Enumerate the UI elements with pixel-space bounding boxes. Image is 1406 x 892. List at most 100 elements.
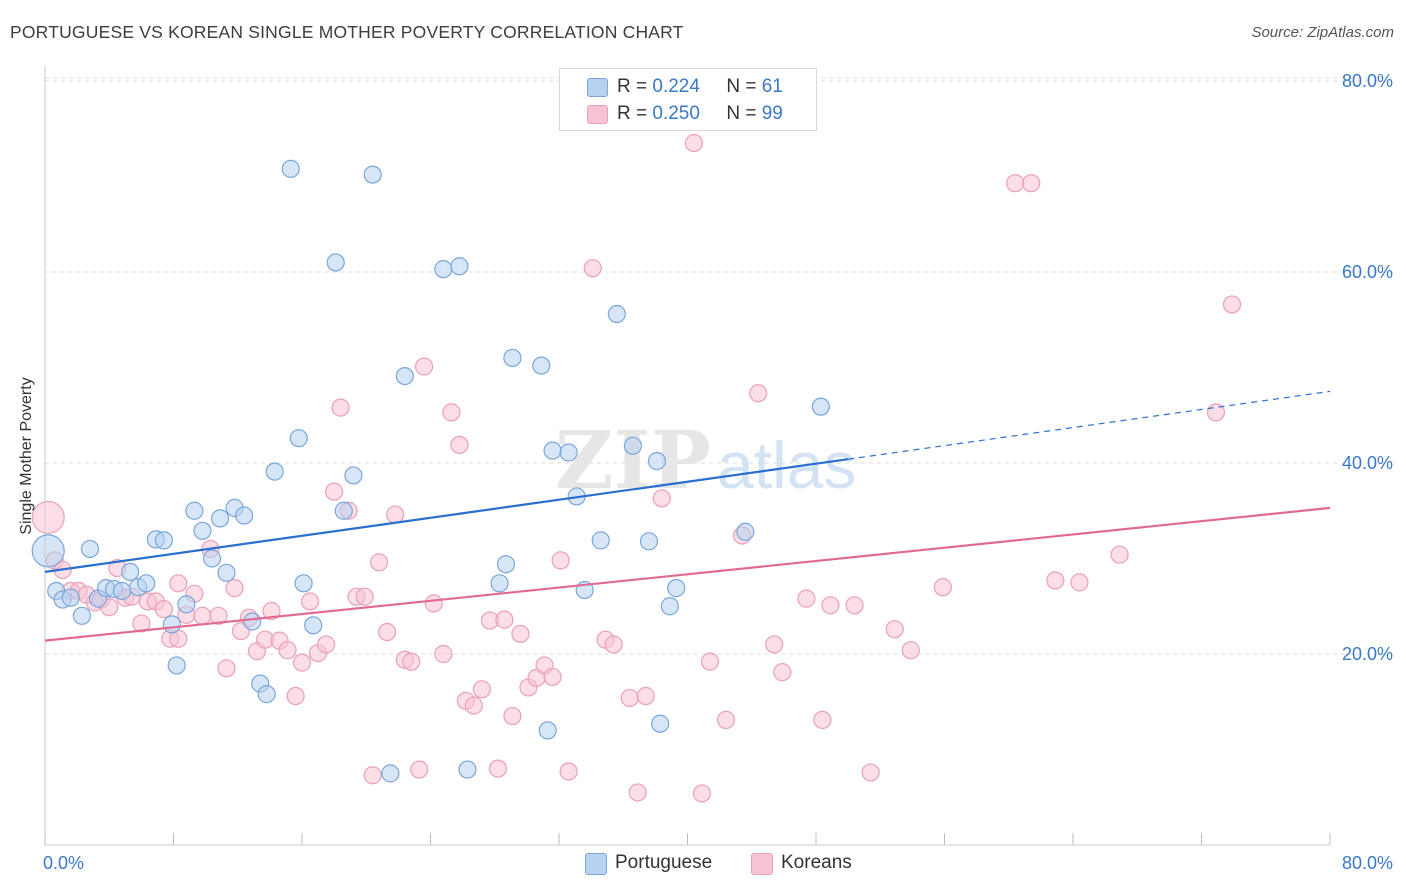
data-point xyxy=(639,532,659,551)
data-point xyxy=(193,606,212,625)
data-point xyxy=(304,616,323,635)
x-tick-label: 0.0% xyxy=(43,853,84,873)
trend-lines xyxy=(44,390,1331,642)
data-point xyxy=(434,644,453,664)
correlation-legend: R = 0.224 N = 61 R = 0.250 N = 99 xyxy=(559,68,817,131)
data-point xyxy=(700,652,720,671)
data-point xyxy=(167,656,186,675)
data-point xyxy=(538,721,557,740)
bottom-legend-label-koreans: Koreans xyxy=(781,852,852,873)
legend-text-portuguese: R = 0.224 N = 61 xyxy=(617,76,783,98)
data-point xyxy=(325,482,344,501)
bottom-legend-label-portuguese: Portuguese xyxy=(615,852,713,873)
x-tick-label: 80.0% xyxy=(1342,853,1393,873)
data-point xyxy=(185,501,204,520)
data-point xyxy=(193,521,212,540)
data-point xyxy=(378,622,397,642)
data-point xyxy=(797,589,816,608)
portuguese-points xyxy=(31,159,830,783)
data-point xyxy=(450,257,469,276)
data-point xyxy=(773,663,792,682)
data-point xyxy=(861,763,880,782)
data-point xyxy=(543,667,562,687)
data-point xyxy=(749,384,768,403)
data-point xyxy=(202,549,222,568)
legend-r-value: 0.250 xyxy=(652,103,700,124)
data-point xyxy=(1222,295,1242,314)
data-point xyxy=(217,659,236,678)
data-point xyxy=(511,624,530,644)
data-point xyxy=(235,506,254,525)
data-point xyxy=(177,595,196,614)
data-point xyxy=(660,597,679,616)
data-point xyxy=(243,612,262,631)
bottom-legend-swatch-koreans xyxy=(751,853,773,875)
data-point xyxy=(326,253,345,272)
data-point xyxy=(495,610,514,629)
data-point xyxy=(286,686,305,706)
legend-r-label: R = xyxy=(617,103,648,124)
data-point xyxy=(607,304,626,324)
watermark-atlas: atlas xyxy=(717,428,856,502)
legend-swatch-portuguese xyxy=(587,78,608,97)
legend-n-value: 99 xyxy=(761,103,783,124)
tick-labels: 20.0% 40.0% 60.0% 80.0% 0.0% 80.0% xyxy=(43,71,1393,873)
data-point xyxy=(289,429,308,448)
data-point xyxy=(543,441,562,460)
data-point xyxy=(363,165,382,184)
data-point xyxy=(31,500,65,535)
data-point xyxy=(620,688,639,708)
data-point xyxy=(370,553,389,572)
data-point xyxy=(262,601,281,621)
data-point xyxy=(210,509,230,528)
data-point xyxy=(72,606,92,625)
data-point xyxy=(765,635,784,654)
data-point xyxy=(154,531,173,550)
data-point xyxy=(488,759,508,778)
data-point xyxy=(355,587,374,606)
data-point xyxy=(716,710,736,729)
data-point xyxy=(628,783,647,802)
data-point xyxy=(472,680,491,699)
data-point xyxy=(61,588,80,607)
data-point xyxy=(811,397,830,416)
data-point xyxy=(1070,573,1089,592)
data-point xyxy=(265,462,284,481)
y-tick-label: 20.0% xyxy=(1342,644,1393,664)
bottom-legend-swatch-portuguese xyxy=(585,853,607,875)
data-point xyxy=(651,714,670,733)
legend-r-value: 0.224 xyxy=(652,76,700,97)
data-point xyxy=(112,581,132,601)
data-point xyxy=(933,578,952,597)
data-point xyxy=(414,357,434,376)
data-point xyxy=(331,398,350,417)
y-axis-label: Single Mother Poverty xyxy=(18,377,35,534)
data-point xyxy=(344,466,363,485)
data-point xyxy=(450,435,469,454)
data-point xyxy=(532,356,551,375)
data-point xyxy=(80,539,100,559)
data-point xyxy=(154,600,173,619)
data-point xyxy=(278,641,297,660)
data-point xyxy=(225,579,244,598)
data-point xyxy=(591,531,610,550)
data-point xyxy=(1046,571,1065,590)
data-point xyxy=(458,760,477,779)
data-point xyxy=(292,653,312,672)
data-point xyxy=(31,534,65,568)
data-point xyxy=(294,574,313,593)
data-point xyxy=(316,635,336,654)
data-point xyxy=(821,596,840,615)
data-point xyxy=(121,562,140,581)
data-point xyxy=(652,489,671,508)
data-point xyxy=(281,159,300,178)
data-point xyxy=(559,762,578,781)
data-point xyxy=(503,706,522,726)
legend-text-koreans: R = 0.250 N = 99 xyxy=(617,103,783,125)
data-point xyxy=(132,614,151,633)
data-point xyxy=(386,505,405,524)
data-point xyxy=(845,596,864,615)
axes xyxy=(44,66,1331,846)
data-point xyxy=(490,574,509,593)
